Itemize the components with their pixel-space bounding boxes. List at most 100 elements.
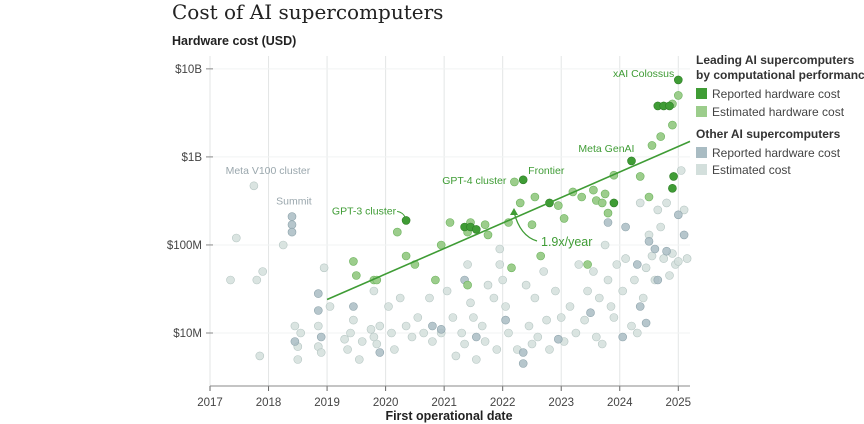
other-estimated-point (448, 313, 458, 322)
other-reported-point (501, 315, 510, 325)
other-estimated-point (258, 267, 268, 276)
other-estimated-point (372, 339, 382, 349)
other-estimated-point (457, 328, 467, 338)
y-tick-label: $1B (182, 152, 203, 164)
annotation-label: GPT-3 cluster (332, 205, 397, 217)
other-reported-point (662, 246, 671, 256)
leading-estimated-point (463, 280, 472, 290)
other-estimated-point (255, 351, 265, 361)
other-estimated-point (354, 355, 364, 364)
other-estimated-point (606, 302, 616, 311)
other-estimated-point (428, 337, 437, 346)
other-estimated-point (580, 315, 589, 325)
other-reported-point (349, 302, 358, 311)
other-reported-point (290, 337, 300, 346)
other-estimated-point (390, 345, 399, 354)
other-reported-point (313, 289, 323, 298)
trend-arrow (513, 211, 538, 242)
other-estimated-point (366, 324, 376, 334)
leading-estimated-point (673, 91, 683, 100)
other-estimated-point (369, 286, 379, 296)
other-estimated-point (387, 328, 396, 338)
leading-reported-point (401, 216, 411, 225)
other-estimated-point (539, 267, 549, 276)
other-estimated-point (463, 260, 472, 269)
other-reported-point (313, 306, 323, 315)
leading-reported-point (627, 156, 636, 166)
leading-estimated-point (583, 260, 592, 269)
trend-label: 1.9x/year (541, 235, 592, 249)
leading-estimated-point (635, 172, 645, 181)
other-estimated-point (533, 332, 543, 342)
other-reported-point (553, 334, 563, 344)
other-reported-point (679, 230, 689, 240)
annotation-label: GPT-4 cluster (442, 175, 507, 187)
other-estimated-point (612, 260, 622, 269)
other-estimated-point (676, 166, 686, 175)
other-estimated-point (521, 280, 531, 290)
other-estimated-point (425, 293, 434, 303)
trend-line-path (326, 140, 691, 301)
other-estimated-point (504, 328, 513, 338)
legend-label-leading-reported: Reported hardware cost (712, 87, 841, 101)
other-estimated-point (542, 315, 551, 325)
x-tick-label: 2017 (197, 397, 223, 409)
other-estimated-point (632, 328, 642, 338)
other-estimated-point (551, 286, 560, 296)
other-estimated-point (249, 181, 259, 191)
other-estimated-point (489, 293, 499, 303)
other-estimated-point (574, 260, 584, 269)
other-estimated-point (609, 313, 619, 322)
other-estimated-point (659, 254, 669, 263)
other-estimated-point (346, 328, 355, 338)
leading-reported-point (518, 175, 528, 185)
legend-swatch-other-reported (696, 147, 707, 158)
other-estimated-point (349, 315, 358, 325)
y-tick-label: $100M (167, 240, 202, 252)
other-reported-point (518, 359, 528, 368)
other-reported-point (618, 332, 628, 342)
leading-estimated-point (392, 227, 402, 237)
other-estimated-point (635, 198, 645, 208)
other-estimated-point (232, 233, 241, 243)
leading-estimated-point (445, 218, 455, 227)
other-estimated-point (662, 198, 671, 208)
legend-swatch-other-estimated (696, 164, 707, 175)
other-estimated-point (565, 302, 575, 311)
annotation-label: Frontier (528, 165, 565, 177)
annotation-label: Meta GenAI (578, 143, 634, 155)
leading-estimated-point (536, 251, 546, 261)
other-estimated-point (483, 280, 493, 290)
other-reported-point (375, 348, 385, 357)
other-estimated-point (469, 313, 478, 322)
other-reported-point (287, 220, 297, 229)
other-estimated-point (460, 339, 469, 349)
legend-label-other-reported: Reported hardware cost (712, 146, 841, 160)
other-estimated-point (413, 313, 423, 322)
leading-estimated-point (507, 263, 516, 273)
other-estimated-point (492, 345, 502, 354)
other-estimated-point (419, 328, 429, 338)
other-estimated-point (656, 222, 666, 232)
other-reported-point (518, 348, 528, 357)
other-estimated-point (498, 275, 508, 285)
other-estimated-point (618, 286, 628, 296)
axes: 2017 2018 2019 2020 2021 2022 2023 2024 2025 $10B… (167, 64, 691, 409)
other-estimated-point (524, 321, 534, 331)
other-estimated-point (638, 293, 648, 303)
other-estimated-point (357, 337, 367, 346)
data-points (226, 75, 692, 368)
other-reported-point (653, 275, 663, 285)
other-estimated-point (384, 302, 393, 311)
other-estimated-point (401, 321, 411, 331)
other-estimated-point (395, 293, 405, 303)
other-reported-point (287, 227, 297, 237)
other-estimated-point (278, 240, 288, 250)
annotation-label: Summit (276, 196, 312, 208)
other-estimated-point (600, 240, 610, 250)
other-reported-point (644, 237, 654, 246)
other-estimated-point (627, 321, 636, 331)
x-tick-label: 2020 (373, 397, 399, 409)
trend-arrow-head (510, 208, 518, 215)
other-estimated-point (477, 321, 487, 331)
